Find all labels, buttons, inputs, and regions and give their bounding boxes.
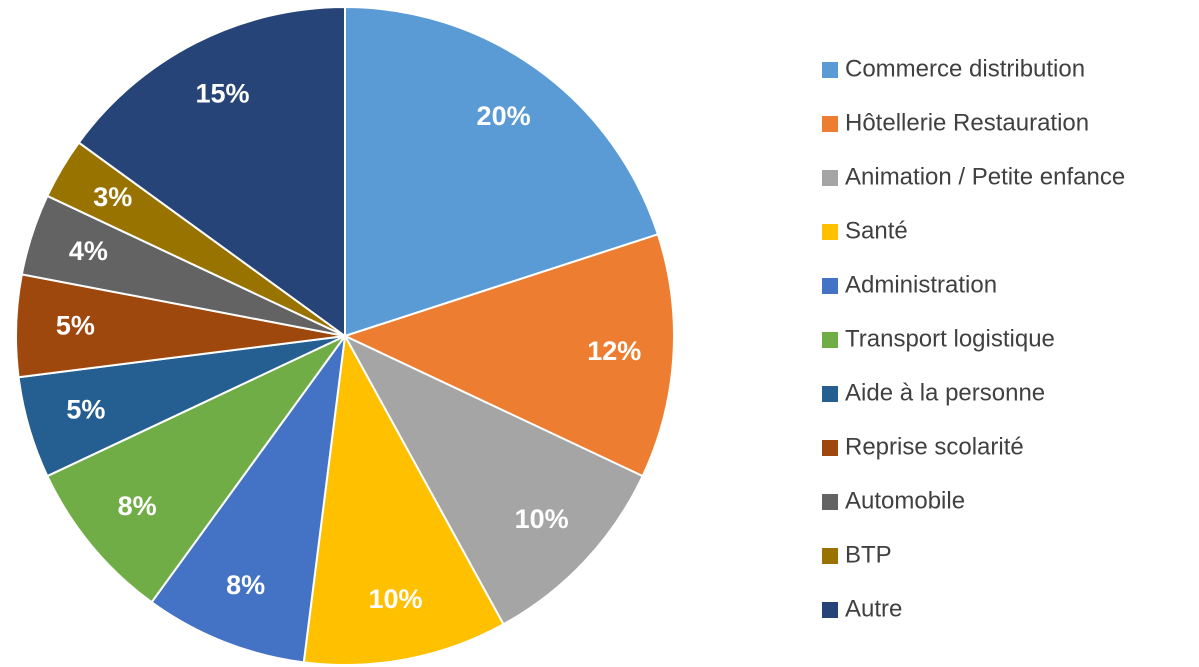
legend-label: Reprise scolarité [845, 433, 1024, 460]
pie-slice [302, 332, 505, 666]
pie-slice [150, 335, 346, 664]
pie-slice [342, 333, 645, 626]
legend-swatch [822, 332, 838, 348]
legend-swatch [822, 170, 838, 186]
legend-swatch [822, 62, 838, 78]
legend-label: Commerce distribution [845, 55, 1085, 82]
data-label: 3% [93, 182, 132, 212]
data-label: 8% [226, 570, 265, 600]
legend-swatch [822, 602, 838, 618]
pie-slice [77, 5, 346, 338]
data-label: 4% [69, 236, 108, 266]
data-label: 15% [195, 79, 249, 109]
data-label: 12% [587, 336, 641, 366]
legend-swatch [822, 116, 838, 132]
legend-label: Automobile [845, 487, 965, 514]
legend-label: Santé [845, 217, 908, 244]
data-label: 20% [477, 101, 531, 131]
legend-label: Transport logistique [845, 325, 1055, 352]
data-label: 10% [515, 504, 569, 534]
legend-label: BTP [845, 541, 892, 568]
legend-label: Hôtellerie Restauration [845, 109, 1089, 136]
pie-slice [344, 5, 660, 338]
legend-swatch [822, 386, 838, 402]
data-label: 8% [118, 491, 157, 521]
legend-label: Aide à la personne [845, 379, 1045, 406]
legend-swatch [822, 548, 838, 564]
legend-swatch [822, 440, 838, 456]
legend-swatch [822, 494, 838, 510]
legend-label: Administration [845, 271, 997, 298]
legend-label: Animation / Petite enfance [845, 163, 1125, 190]
data-label: 5% [56, 311, 95, 341]
legend-label: Autre [845, 595, 902, 622]
data-label: 5% [66, 394, 105, 424]
pie-slice [45, 335, 346, 604]
legend-swatch [822, 224, 838, 240]
legend-swatch [822, 278, 838, 294]
pie-slice [342, 233, 675, 478]
data-label: 10% [369, 584, 423, 614]
